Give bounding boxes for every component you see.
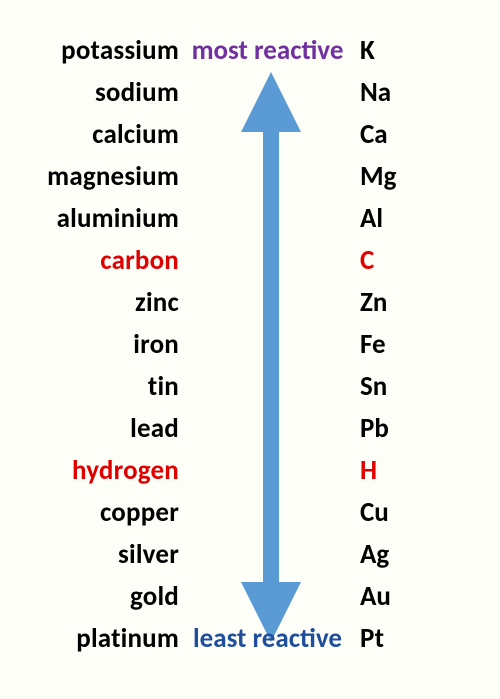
element-symbol: Al bbox=[350, 198, 440, 240]
element-symbol: Ca bbox=[350, 114, 440, 156]
element-symbol: Zn bbox=[350, 282, 440, 324]
element-name-highlight: hydrogen bbox=[20, 450, 185, 492]
element-symbol-highlight: H bbox=[350, 450, 440, 492]
element-name: lead bbox=[20, 408, 185, 450]
element-symbol: K bbox=[350, 30, 440, 72]
reactivity-series-diagram: potassium most reactive K sodium Na calc… bbox=[0, 0, 500, 699]
element-name: platinum bbox=[20, 618, 185, 660]
element-name: silver bbox=[20, 534, 185, 576]
element-name: potassium bbox=[20, 30, 185, 72]
element-symbol: Pt bbox=[350, 618, 440, 660]
element-name: copper bbox=[20, 492, 185, 534]
top-reactivity-label: most reactive bbox=[185, 30, 350, 72]
element-name: gold bbox=[20, 576, 185, 618]
element-name: iron bbox=[20, 324, 185, 366]
series-grid: potassium most reactive K sodium Na calc… bbox=[20, 30, 480, 660]
element-symbol: Mg bbox=[350, 156, 440, 198]
element-symbol-highlight: C bbox=[350, 240, 440, 282]
element-name: calcium bbox=[20, 114, 185, 156]
element-symbol: Sn bbox=[350, 366, 440, 408]
element-name-highlight: carbon bbox=[20, 240, 185, 282]
element-name: sodium bbox=[20, 72, 185, 114]
element-symbol: Na bbox=[350, 72, 440, 114]
element-name: zinc bbox=[20, 282, 185, 324]
element-symbol: Pb bbox=[350, 408, 440, 450]
element-symbol: Au bbox=[350, 576, 440, 618]
element-symbol: Cu bbox=[350, 492, 440, 534]
element-name: aluminium bbox=[20, 198, 185, 240]
element-name: magnesium bbox=[20, 156, 185, 198]
element-symbol: Ag bbox=[350, 534, 440, 576]
element-symbol: Fe bbox=[350, 324, 440, 366]
bottom-reactivity-label: least reactive bbox=[185, 618, 350, 660]
element-name: tin bbox=[20, 366, 185, 408]
